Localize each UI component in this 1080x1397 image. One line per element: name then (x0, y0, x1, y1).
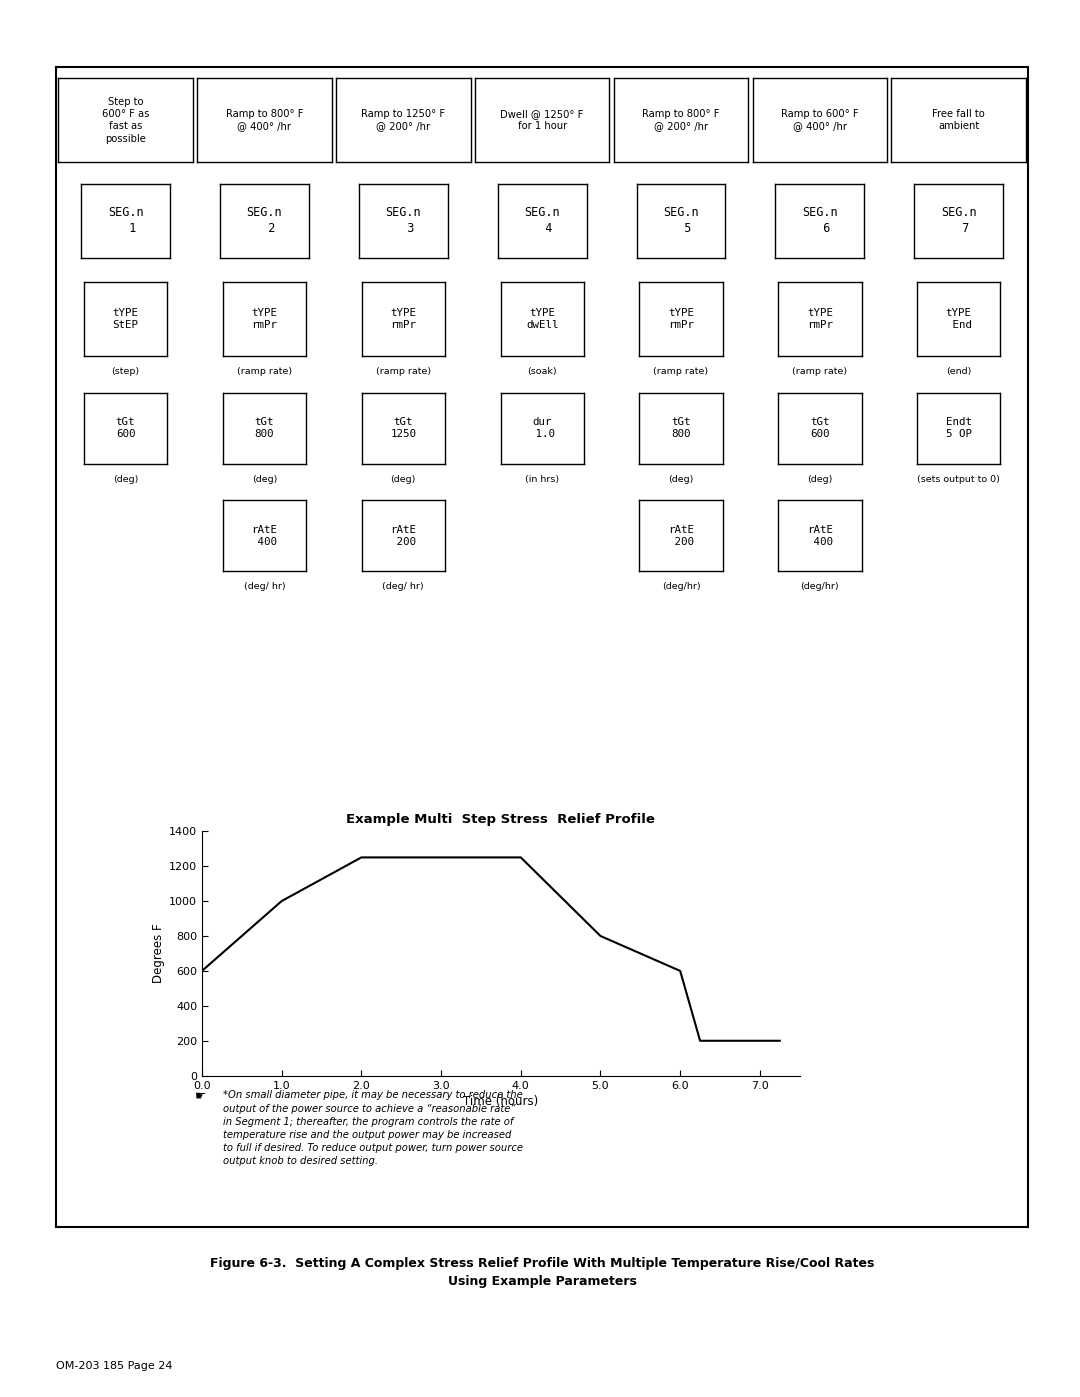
Text: tYPE
rmPr: tYPE rmPr (252, 307, 278, 331)
Text: SEG.n
  1: SEG.n 1 (108, 207, 144, 235)
Text: (step): (step) (111, 367, 139, 376)
Text: tGt
800: tGt 800 (255, 416, 274, 440)
Text: Ramp to 1250° F
@ 200° /hr: Ramp to 1250° F @ 200° /hr (361, 109, 445, 131)
Text: (sets output to 0): (sets output to 0) (917, 475, 1000, 483)
Text: tGt
800: tGt 800 (672, 416, 691, 440)
Text: (ramp rate): (ramp rate) (237, 367, 292, 376)
Title: Example Multi  Step Stress  Relief Profile: Example Multi Step Stress Relief Profile (347, 813, 656, 826)
Text: SEG.n
  6: SEG.n 6 (802, 207, 838, 235)
X-axis label: Time (hours): Time (hours) (463, 1095, 539, 1108)
Text: tYPE
dwEll: tYPE dwEll (526, 307, 558, 331)
Text: tGt
1250: tGt 1250 (390, 416, 416, 440)
Text: (in hrs): (in hrs) (525, 475, 559, 483)
Text: rAtE
 400: rAtE 400 (252, 524, 278, 548)
Text: (deg): (deg) (669, 475, 693, 483)
Text: (ramp rate): (ramp rate) (653, 367, 708, 376)
Text: SEG.n
  7: SEG.n 7 (941, 207, 976, 235)
Text: Dwell @ 1250° F
for 1 hour: Dwell @ 1250° F for 1 hour (500, 109, 584, 131)
Text: (ramp rate): (ramp rate) (793, 367, 848, 376)
Y-axis label: Degrees F: Degrees F (152, 923, 165, 983)
Text: Figure 6-3.  Setting A Complex Stress Relief Profile With Multiple Temperature R: Figure 6-3. Setting A Complex Stress Rel… (210, 1257, 875, 1288)
Text: Step to
600° F as
fast as
possible: Step to 600° F as fast as possible (102, 96, 149, 144)
Text: (deg/hr): (deg/hr) (662, 583, 700, 591)
Text: (deg): (deg) (113, 475, 138, 483)
Text: tGt
600: tGt 600 (810, 416, 829, 440)
Text: Ramp to 600° F
@ 400° /hr: Ramp to 600° F @ 400° /hr (781, 109, 859, 131)
Text: tYPE
rmPr: tYPE rmPr (669, 307, 694, 331)
Text: (deg): (deg) (807, 475, 833, 483)
Text: SEG.n
  3: SEG.n 3 (386, 207, 421, 235)
Text: rAtE
 200: rAtE 200 (390, 524, 416, 548)
Text: (deg/ hr): (deg/ hr) (382, 583, 424, 591)
Text: SEG.n
  5: SEG.n 5 (663, 207, 699, 235)
Text: dur
 1.0: dur 1.0 (529, 416, 555, 440)
Text: rAtE
 400: rAtE 400 (807, 524, 833, 548)
Text: ☛: ☛ (195, 1090, 211, 1104)
Text: (deg): (deg) (252, 475, 278, 483)
Text: (deg/hr): (deg/hr) (800, 583, 839, 591)
Text: OM-203 185 Page 24: OM-203 185 Page 24 (56, 1361, 173, 1370)
Text: (ramp rate): (ramp rate) (376, 367, 431, 376)
Text: (soak): (soak) (527, 367, 557, 376)
Text: Endt
5 OP: Endt 5 OP (946, 416, 972, 440)
Text: (end): (end) (946, 367, 971, 376)
Text: tGt
600: tGt 600 (116, 416, 135, 440)
Text: (deg): (deg) (391, 475, 416, 483)
Text: Free fall to
ambient: Free fall to ambient (932, 109, 985, 131)
Text: SEG.n
  4: SEG.n 4 (525, 207, 559, 235)
Text: tYPE
rmPr: tYPE rmPr (807, 307, 833, 331)
Text: (deg/ hr): (deg/ hr) (244, 583, 285, 591)
Text: rAtE
 200: rAtE 200 (669, 524, 694, 548)
Text: Ramp to 800° F
@ 200° /hr: Ramp to 800° F @ 200° /hr (643, 109, 719, 131)
Text: tYPE
 End: tYPE End (946, 307, 972, 331)
Text: Ramp to 800° F
@ 400° /hr: Ramp to 800° F @ 400° /hr (226, 109, 303, 131)
Text: tYPE
rmPr: tYPE rmPr (390, 307, 416, 331)
Text: *On small diameter pipe, it may be necessary to reduce the
output of the power s: *On small diameter pipe, it may be neces… (222, 1090, 523, 1166)
Text: SEG.n
  2: SEG.n 2 (246, 207, 282, 235)
Text: tYPE
StEP: tYPE StEP (112, 307, 138, 331)
